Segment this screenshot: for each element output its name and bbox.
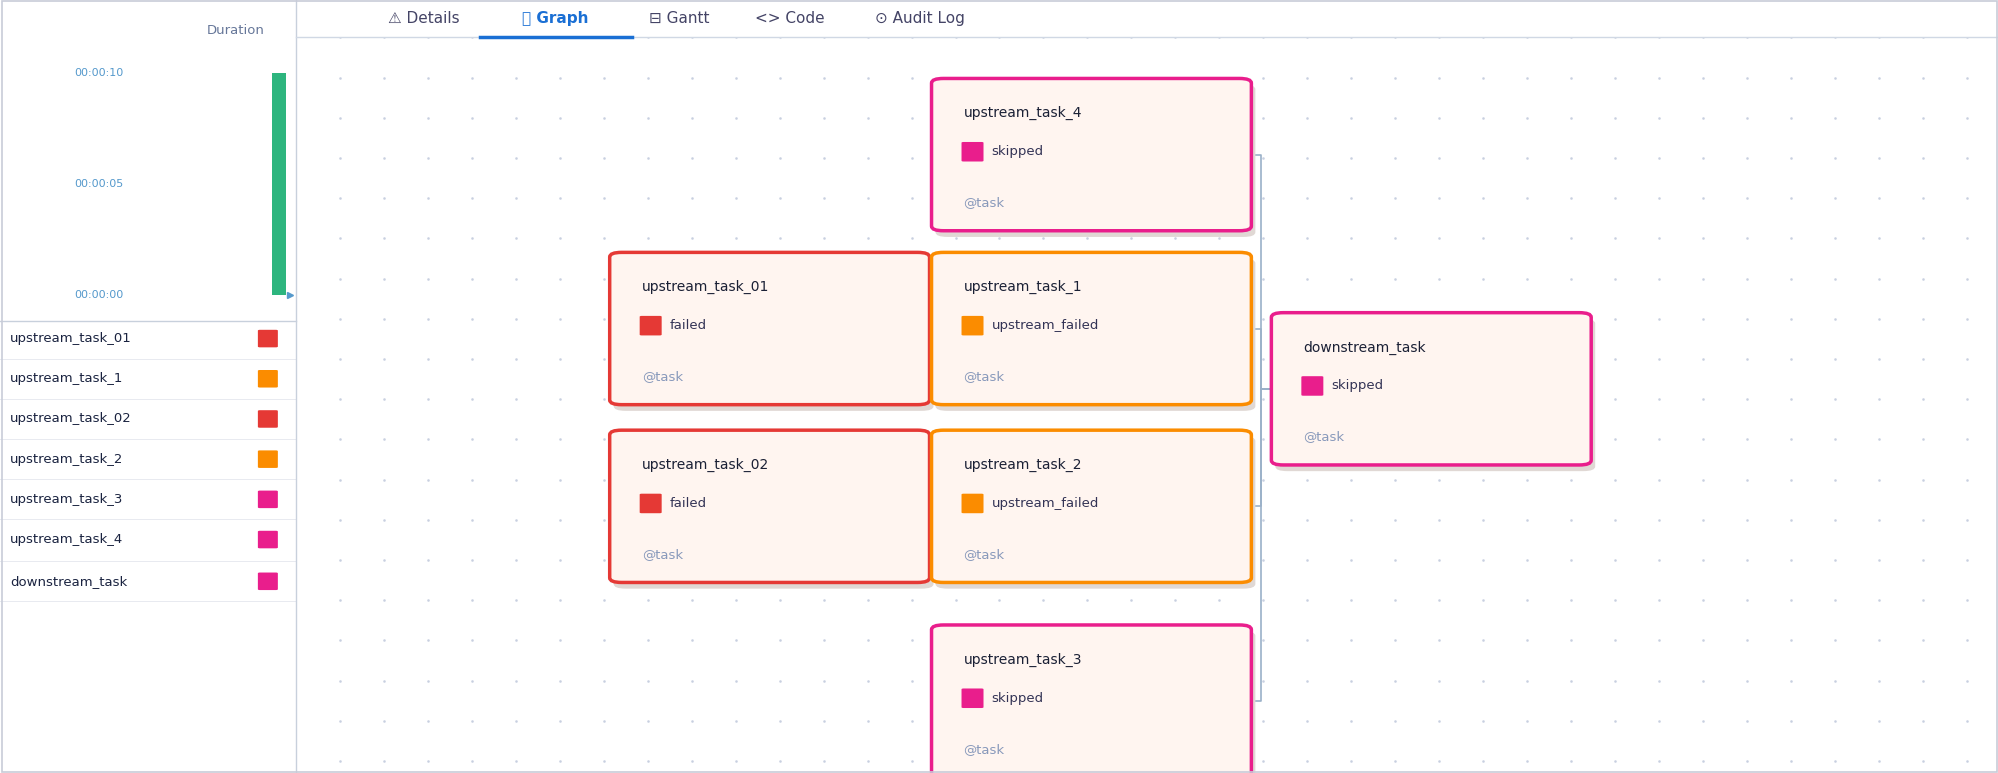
Text: upstream_task_2: upstream_task_2 <box>10 453 124 465</box>
Text: skipped: skipped <box>991 145 1043 158</box>
FancyBboxPatch shape <box>639 316 661 335</box>
FancyBboxPatch shape <box>931 252 1251 405</box>
FancyBboxPatch shape <box>961 689 983 708</box>
Text: failed: failed <box>669 497 707 510</box>
FancyBboxPatch shape <box>935 436 1255 589</box>
FancyBboxPatch shape <box>0 0 296 773</box>
FancyBboxPatch shape <box>1301 376 1323 396</box>
Text: @task: @task <box>641 370 683 383</box>
FancyBboxPatch shape <box>961 494 983 513</box>
Text: @task: @task <box>963 743 1005 756</box>
FancyBboxPatch shape <box>935 258 1255 411</box>
Text: 00:00:00: 00:00:00 <box>74 291 124 300</box>
Text: upstream_task_02: upstream_task_02 <box>10 413 132 425</box>
FancyBboxPatch shape <box>613 258 933 411</box>
FancyBboxPatch shape <box>1271 312 1590 465</box>
FancyBboxPatch shape <box>258 451 278 468</box>
Text: upstream_task_1: upstream_task_1 <box>963 281 1081 295</box>
Text: upstream_failed: upstream_failed <box>991 319 1099 332</box>
FancyBboxPatch shape <box>258 531 278 548</box>
Text: ⊙ Audit Log: ⊙ Audit Log <box>875 11 963 26</box>
FancyBboxPatch shape <box>609 252 929 405</box>
Text: skipped: skipped <box>991 692 1043 705</box>
Text: skipped: skipped <box>1331 380 1383 393</box>
Text: upstream_task_01: upstream_task_01 <box>641 281 769 295</box>
FancyBboxPatch shape <box>931 430 1251 583</box>
Text: ⚠ Details: ⚠ Details <box>388 11 460 26</box>
Text: upstream_task_4: upstream_task_4 <box>963 106 1081 121</box>
FancyBboxPatch shape <box>961 316 983 335</box>
Text: @task: @task <box>963 548 1005 561</box>
FancyBboxPatch shape <box>931 78 1251 230</box>
FancyBboxPatch shape <box>272 73 286 295</box>
FancyBboxPatch shape <box>1275 319 1594 471</box>
FancyBboxPatch shape <box>639 494 661 513</box>
Text: 00:00:05: 00:00:05 <box>74 179 124 189</box>
Text: downstream_task: downstream_task <box>1303 340 1425 355</box>
FancyBboxPatch shape <box>931 625 1251 773</box>
Text: @task: @task <box>1303 431 1345 443</box>
FancyBboxPatch shape <box>935 631 1255 773</box>
FancyBboxPatch shape <box>613 436 933 589</box>
Text: 00:00:10: 00:00:10 <box>74 69 124 78</box>
FancyBboxPatch shape <box>961 142 983 162</box>
Text: @task: @task <box>641 548 683 561</box>
FancyBboxPatch shape <box>609 430 929 583</box>
Text: <> Code: <> Code <box>755 11 823 26</box>
Text: upstream_task_3: upstream_task_3 <box>963 652 1081 667</box>
Text: upstream_task_2: upstream_task_2 <box>963 458 1081 472</box>
FancyBboxPatch shape <box>935 84 1255 237</box>
Text: @task: @task <box>963 196 1005 209</box>
FancyBboxPatch shape <box>258 330 278 347</box>
Text: upstream_task_3: upstream_task_3 <box>10 493 124 506</box>
Text: upstream_task_1: upstream_task_1 <box>10 373 124 385</box>
Text: upstream_task_02: upstream_task_02 <box>641 458 769 472</box>
Text: ⊟ Gantt: ⊟ Gantt <box>649 11 709 26</box>
Text: downstream_task: downstream_task <box>10 575 128 587</box>
FancyBboxPatch shape <box>258 410 278 427</box>
FancyBboxPatch shape <box>258 491 278 508</box>
Text: upstream_failed: upstream_failed <box>991 497 1099 510</box>
FancyBboxPatch shape <box>258 573 278 590</box>
Text: @task: @task <box>963 370 1005 383</box>
FancyBboxPatch shape <box>296 0 1998 37</box>
Text: failed: failed <box>669 319 707 332</box>
Text: ⛋ Graph: ⛋ Graph <box>521 11 589 26</box>
Text: upstream_task_4: upstream_task_4 <box>10 533 124 546</box>
FancyBboxPatch shape <box>258 370 278 387</box>
Text: Duration: Duration <box>208 25 264 37</box>
Text: upstream_task_01: upstream_task_01 <box>10 332 132 345</box>
